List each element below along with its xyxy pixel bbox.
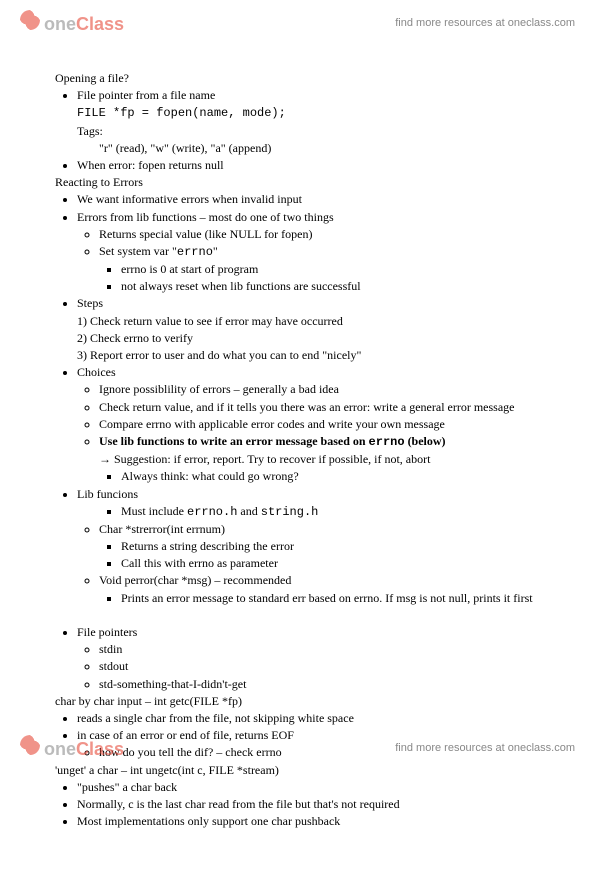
line: Errors from lib functions – most do one … [77, 209, 540, 225]
line: Choices [77, 364, 540, 380]
step: 2) Check errno to verify [77, 330, 540, 346]
tagline: find more resources at oneclass.com [395, 17, 575, 29]
line: Char *strerror(int errnum) [99, 521, 540, 537]
line: Check return value, and if it tells you … [99, 399, 540, 415]
line: errno is 0 at start of program [121, 261, 540, 277]
line: Use lib functions to write an error mess… [99, 433, 540, 450]
line: Always think: what could go wrong? [121, 468, 540, 484]
line: Returns special value (like NULL for fop… [99, 226, 540, 242]
logo-text-one: one [44, 739, 76, 760]
line: Must include errno.h and string.h [121, 503, 540, 520]
line: reads a single char from the file, not s… [77, 710, 540, 726]
spacer [99, 607, 540, 623]
logo-icon [20, 735, 40, 755]
line: not always reset when lib functions are … [121, 278, 540, 294]
line: Normally, c is the last char read from t… [77, 796, 540, 812]
line: Steps [77, 295, 540, 311]
heading-reacting: Reacting to Errors [55, 174, 540, 190]
line: Compare errno with applicable error code… [99, 416, 540, 432]
line: Prints an error message to standard err … [121, 590, 540, 606]
logo: oneClass [20, 735, 124, 760]
header: oneClass find more resources at oneclass… [0, 0, 595, 45]
line: File pointer from a file name [77, 87, 540, 103]
line: "pushes" a char back [77, 779, 540, 795]
line: We want informative errors when invalid … [77, 191, 540, 207]
tagline: find more resources at oneclass.com [395, 742, 575, 754]
logo-text-one: one [44, 14, 76, 35]
line: Call this with errno as parameter [121, 555, 540, 571]
line: File pointers [77, 624, 540, 640]
line: Void perror(char *msg) – recommended [99, 572, 540, 588]
line: Ignore possiblility of errors – generall… [99, 381, 540, 397]
heading-charbychar: char by char input – int getc(FILE *fp) [55, 693, 540, 709]
line: When error: fopen returns null [77, 157, 540, 173]
logo-icon [20, 10, 40, 30]
step: 1) Check return value to see if error ma… [77, 313, 540, 329]
line: std-something-that-I-didn't-get [99, 676, 540, 692]
logo-text-class: Class [76, 14, 124, 35]
line: Most implementations only support one ch… [77, 813, 540, 829]
step: 3) Report error to user and do what you … [77, 347, 540, 363]
line: Lib funcions [77, 486, 540, 502]
code: FILE *fp = fopen(name, mode); [77, 106, 286, 120]
line: stdout [99, 658, 540, 674]
line: Tags: [77, 123, 540, 139]
line: Set system var "errno" [99, 243, 540, 260]
logo-text-class: Class [76, 739, 124, 760]
logo: oneClass [20, 10, 124, 35]
line: Returns a string describing the error [121, 538, 540, 554]
line: stdin [99, 641, 540, 657]
footer: oneClass find more resources at oneclass… [0, 725, 595, 770]
heading-opening: Opening a file? [55, 70, 540, 86]
line: "r" (read), "w" (write), "a" (append) [77, 140, 540, 156]
suggestion: Suggestion: if error, report. Try to rec… [99, 451, 540, 467]
